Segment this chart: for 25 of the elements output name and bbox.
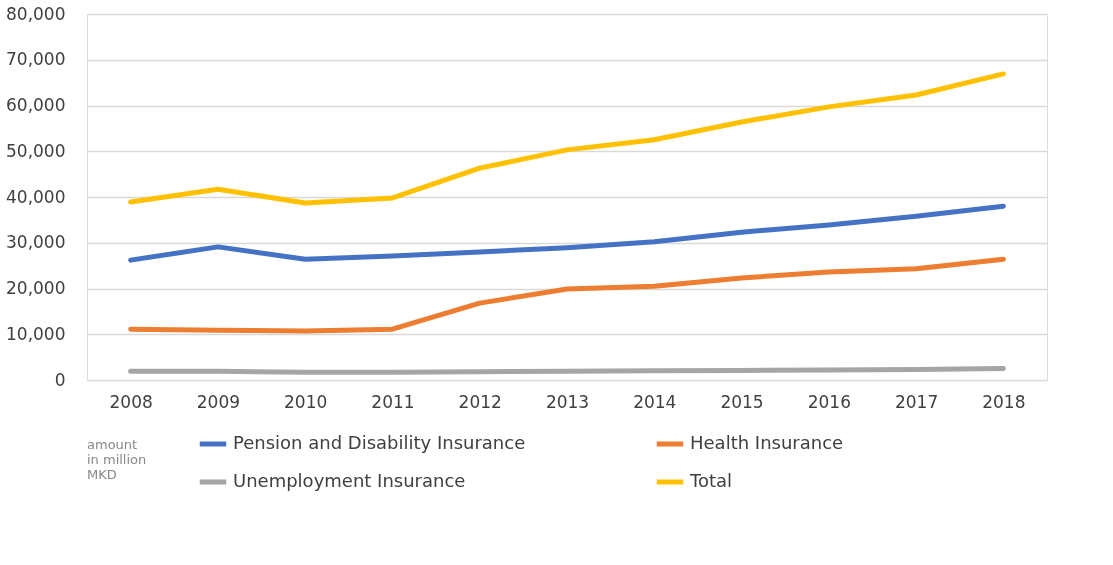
x-tick-label: 2018	[982, 391, 1026, 412]
x-tick-label: 2013	[545, 391, 590, 412]
x-tick-label: 2011	[371, 391, 415, 412]
y-tick-label: 60,000	[6, 95, 66, 115]
x-tick-label: 2010	[284, 391, 328, 412]
y-tick-label: 0	[54, 369, 66, 390]
x-tick-label: 2008	[109, 391, 153, 412]
y-tick-label: 40,000	[6, 186, 66, 207]
x-tick-label: 2016	[807, 391, 851, 412]
legend-label: Pension and Disability Insurance	[233, 432, 526, 453]
x-tick-label: 2017	[894, 391, 939, 412]
y-tick-label: 20,000	[6, 278, 66, 298]
y-tick-label: 50,000	[6, 140, 66, 161]
x-tick-label: 2014	[633, 391, 677, 412]
legend-label: Health Insurance	[690, 432, 844, 453]
x-tick-label: 2015	[720, 391, 764, 412]
x-tick-label: 2012	[458, 391, 502, 412]
legend-title: amount in million MKD	[87, 437, 147, 482]
y-tick-label: 70,000	[6, 49, 66, 70]
legend-label: Unemployment Insurance	[233, 470, 466, 491]
y-tick-label: 30,000	[6, 232, 66, 253]
y-tick-label: 10,000	[6, 323, 66, 344]
y-tick-label: 80,000	[6, 3, 66, 24]
legend-label: Total	[689, 470, 733, 491]
x-tick-label: 2009	[196, 391, 241, 412]
